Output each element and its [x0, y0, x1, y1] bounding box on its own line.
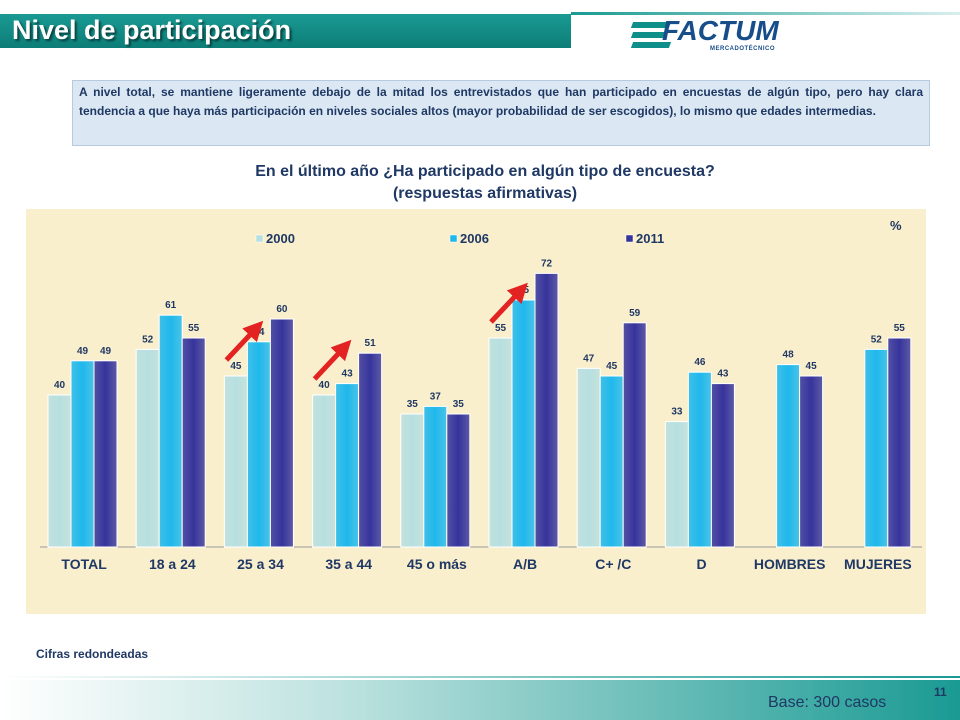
bar-2000-5: [488, 337, 513, 548]
trend-arrow-icon: [489, 282, 528, 324]
title-band: [0, 14, 571, 48]
chart-title-line2: (respuestas afirmativas): [392, 185, 578, 202]
value-label: 43: [342, 369, 354, 380]
footer-rule: [0, 676, 960, 678]
chart-title-line1: En el último año ¿Ha participado en algú…: [255, 163, 715, 180]
rounding-note: Cifras redondeadas: [36, 647, 149, 661]
bar-2011-7: [710, 383, 735, 548]
bar-2006-4: [423, 405, 448, 548]
legend-swatch: [449, 234, 458, 243]
value-label: 61: [165, 300, 177, 311]
value-label: 55: [894, 323, 906, 334]
bar-2000-0: [47, 394, 72, 548]
value-label: 45: [606, 361, 618, 372]
bar-2011-3: [358, 352, 383, 548]
value-label: 52: [871, 334, 883, 345]
value-label: 47: [583, 353, 595, 364]
category-label: MUJERES: [844, 556, 912, 572]
page-number: 11: [934, 685, 947, 699]
bar-2011-6: [622, 322, 647, 548]
footer-band: [0, 680, 960, 720]
chart-title: En el último año ¿Ha participado en algú…: [150, 161, 820, 205]
value-label: 59: [629, 308, 641, 319]
value-label: 49: [100, 346, 112, 357]
bar-2000-7: [664, 421, 689, 548]
bar-2011-1: [181, 337, 206, 548]
bar-2006-8: [776, 364, 801, 548]
bar-2006-1: [158, 314, 183, 548]
value-label: 72: [541, 258, 553, 269]
trend-arrow-icon: [224, 320, 264, 362]
bar-2011-4: [446, 413, 471, 548]
bar-2000-4: [400, 413, 425, 548]
legend-label: 2006: [460, 231, 489, 246]
base-label: Base: 300 casos: [768, 694, 887, 711]
value-label: 55: [495, 323, 507, 334]
value-label: 33: [671, 407, 683, 418]
value-label: 40: [319, 380, 331, 391]
value-label: 55: [188, 323, 200, 334]
bar-2006-2: [246, 341, 271, 548]
category-label: A/B: [513, 556, 537, 572]
factum-logo: FACTUM MERCADOTÉCNICO: [630, 15, 832, 56]
title-rule: [571, 12, 960, 15]
bar-2000-3: [312, 394, 337, 548]
legend-label: 2011: [636, 231, 664, 246]
unit-label: %: [890, 218, 902, 233]
category-label: 45 o más: [407, 556, 467, 572]
bar-2011-8: [799, 375, 824, 548]
value-label: 49: [77, 346, 89, 357]
category-label: TOTAL: [61, 556, 107, 572]
value-label: 35: [407, 399, 419, 410]
value-label: 35: [453, 399, 465, 410]
logo-name: FACTUM: [662, 15, 779, 46]
bar-2000-6: [576, 367, 601, 548]
bar-2006-3: [335, 383, 360, 548]
legend-label: 2000: [266, 231, 295, 246]
legend-swatch: [255, 234, 264, 243]
bar-2000-1: [135, 348, 160, 548]
bar-2011-9: [887, 337, 912, 548]
logo-tagline: MERCADOTÉCNICO: [710, 46, 775, 52]
trend-arrow-icon: [312, 339, 352, 381]
legend-swatch: [625, 234, 634, 243]
value-label: 51: [365, 338, 377, 349]
bar-2011-0: [93, 360, 118, 548]
bar-2006-5: [511, 299, 536, 548]
bar-2011-2: [269, 318, 294, 548]
summary-note: A nivel total, se mantiene ligeramente d…: [72, 80, 930, 146]
category-label: D: [696, 556, 706, 572]
value-label: 40: [54, 380, 66, 391]
bar-2006-9: [864, 348, 889, 548]
category-label: C+ /C: [595, 556, 631, 572]
bar-2006-7: [687, 371, 712, 548]
bar-2006-0: [70, 360, 95, 548]
value-label: 45: [806, 361, 818, 372]
bar-2000-2: [223, 375, 248, 548]
value-label: 48: [783, 350, 795, 361]
value-label: 43: [717, 369, 729, 380]
bar-2011-5: [534, 272, 559, 548]
category-label: 18 a 24: [149, 556, 196, 572]
page-title: Nivel de participación: [12, 15, 292, 45]
bar-2006-6: [599, 375, 624, 548]
category-label: 35 a 44: [325, 556, 372, 572]
value-label: 52: [142, 334, 154, 345]
category-label: 25 a 34: [237, 556, 284, 572]
value-label: 45: [230, 361, 242, 372]
value-label: 60: [276, 304, 288, 315]
category-label: HOMBRES: [754, 556, 826, 572]
value-label: 46: [694, 357, 706, 368]
value-label: 37: [430, 391, 442, 402]
